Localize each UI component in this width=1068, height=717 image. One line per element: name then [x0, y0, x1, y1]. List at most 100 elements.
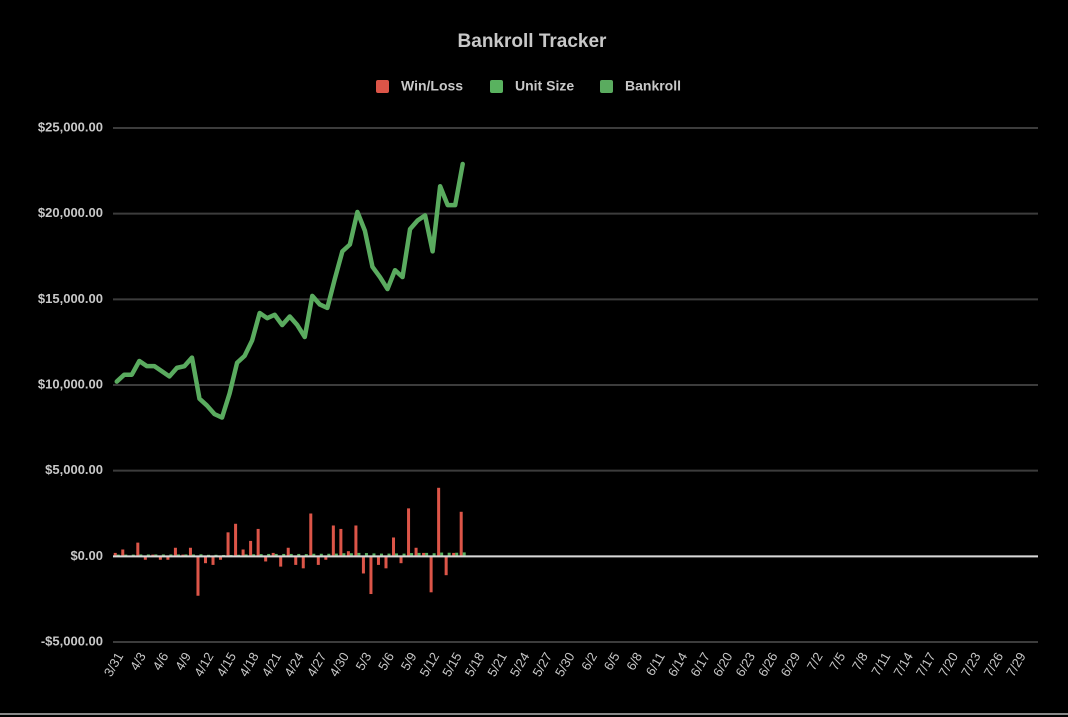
bar [392, 537, 396, 557]
x-tick-label: 7/29 [1003, 650, 1029, 679]
chart-title: Bankroll Tracker [458, 31, 608, 52]
x-tick-label: 4/27 [304, 650, 330, 679]
x-tick-label: 6/2 [578, 650, 600, 673]
bar [309, 513, 313, 557]
bar [312, 553, 316, 557]
legend-swatch [490, 80, 503, 93]
bar [249, 540, 253, 557]
bar [121, 549, 125, 557]
x-tick-label: 5/21 [484, 650, 510, 679]
bar [289, 553, 293, 557]
x-tick-label: 7/8 [849, 650, 871, 673]
x-tick-label: 5/15 [439, 650, 465, 679]
bar [143, 556, 147, 560]
y-tick-label: $0.00 [70, 548, 103, 563]
bar [264, 556, 268, 562]
x-tick-label: 4/15 [213, 650, 239, 679]
bar [297, 553, 301, 557]
x-tick-label: 6/17 [687, 650, 713, 679]
bar [271, 552, 275, 557]
bar [196, 556, 200, 596]
x-tick-label: 6/29 [778, 650, 804, 679]
bar [414, 547, 418, 557]
x-tick-label: 5/18 [462, 650, 488, 679]
bar [267, 553, 271, 557]
x-tick-label: 3/31 [101, 650, 127, 679]
bar [357, 552, 361, 557]
bar [286, 547, 290, 557]
bar [279, 556, 283, 567]
legend-swatch [376, 80, 389, 93]
bar [364, 553, 368, 557]
x-tick-label: 7/26 [981, 650, 1007, 679]
bar [376, 556, 380, 565]
bar [188, 547, 192, 557]
bar [256, 528, 260, 557]
bar [410, 553, 414, 557]
bar [316, 556, 320, 565]
bar [319, 553, 323, 557]
x-tick-label: 6/11 [643, 650, 668, 679]
x-tick-label: 6/23 [732, 650, 758, 679]
bar [452, 552, 456, 557]
x-tick-label: 7/11 [868, 650, 893, 679]
bar [361, 556, 365, 574]
x-tick-label: 4/21 [259, 650, 285, 679]
y-tick-label: -$5,000.00 [41, 633, 103, 648]
bar [173, 547, 177, 557]
x-tick-label: 5/9 [398, 650, 420, 673]
bar [379, 553, 383, 557]
x-tick-label: 6/26 [755, 650, 781, 679]
bar [331, 525, 335, 557]
bar [432, 553, 436, 557]
bar [429, 556, 433, 593]
bar [459, 511, 463, 557]
bar [136, 542, 140, 557]
bar [327, 553, 331, 557]
bar [417, 552, 421, 557]
bar [407, 508, 411, 557]
bar [334, 553, 338, 557]
bar [349, 553, 353, 557]
x-tick-label: 7/5 [826, 650, 848, 673]
bar [166, 556, 170, 560]
bar [447, 552, 451, 557]
bar [241, 549, 245, 557]
x-tick-label: 6/5 [601, 650, 623, 673]
bar [199, 554, 203, 557]
bar [252, 554, 256, 557]
y-tick-label: $10,000.00 [38, 376, 103, 391]
y-tick-label: $15,000.00 [38, 291, 103, 306]
bar [113, 552, 117, 557]
x-tick-label: 4/30 [326, 650, 352, 679]
bar [203, 556, 208, 564]
bar [274, 553, 278, 557]
bar [304, 554, 308, 557]
legend-swatch [600, 80, 613, 93]
bar [282, 553, 286, 557]
bar [211, 556, 215, 565]
bar [339, 528, 343, 557]
x-tick-label: 5/27 [529, 650, 555, 679]
x-tick-label: 4/12 [191, 650, 217, 679]
bar [455, 552, 459, 557]
bar [372, 553, 376, 557]
bar [226, 532, 230, 557]
x-tick-label: 4/9 [172, 650, 194, 673]
bar [462, 552, 466, 557]
x-tick-label: 4/3 [127, 650, 149, 673]
x-tick-label: 5/3 [352, 650, 374, 673]
bar [425, 552, 429, 557]
x-tick-label: 5/24 [507, 650, 533, 679]
x-tick-label: 6/8 [623, 650, 645, 673]
x-tick-label: 4/6 [149, 650, 171, 673]
y-tick-label: $25,000.00 [38, 119, 103, 134]
legend-label: Unit Size [515, 78, 574, 94]
bar [437, 487, 441, 557]
x-tick-label: 7/14 [890, 650, 916, 679]
x-tick-label: 4/18 [236, 650, 262, 679]
bar [301, 556, 305, 569]
y-tick-label: $20,000.00 [38, 205, 103, 220]
bar [324, 556, 328, 560]
